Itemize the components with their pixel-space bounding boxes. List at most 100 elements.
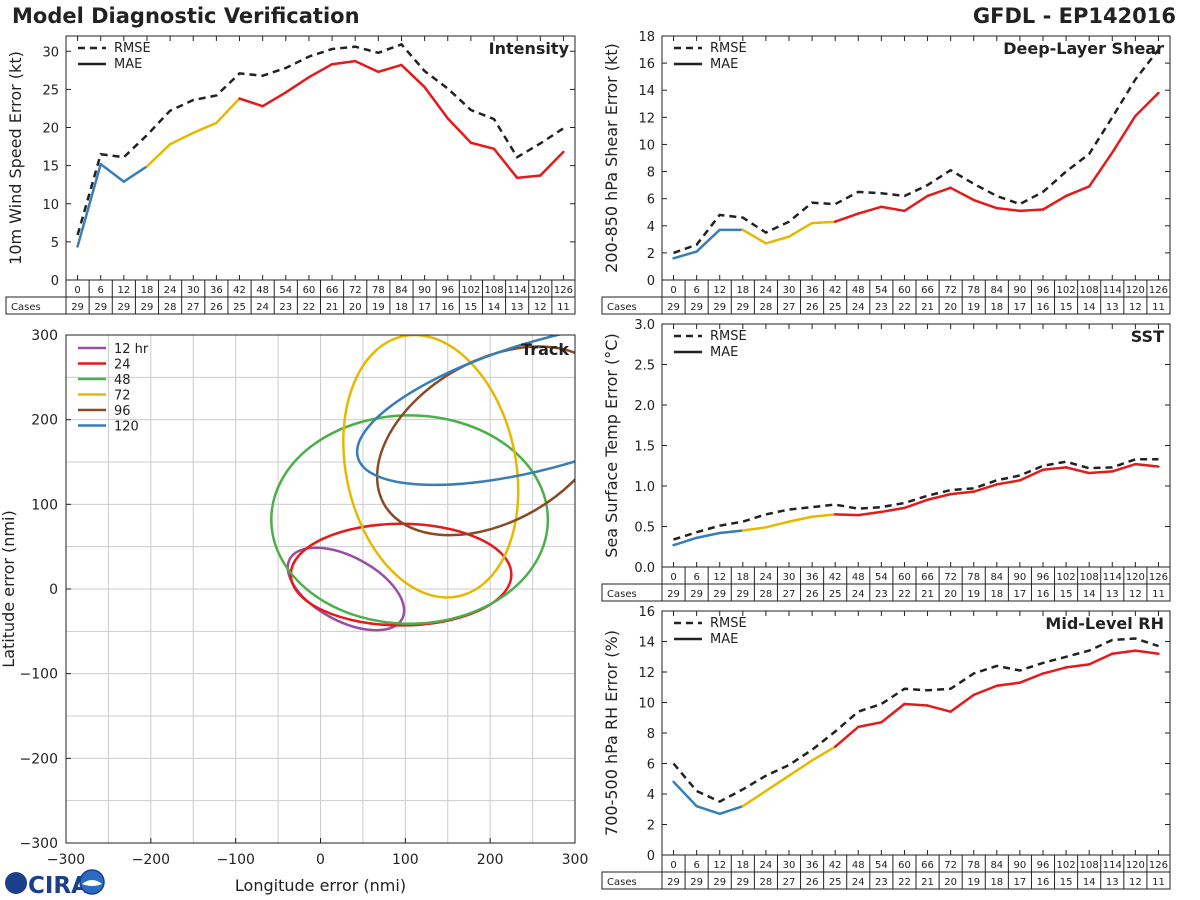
hour-cell: 126: [1149, 285, 1168, 296]
mae-segment: [741, 526, 768, 532]
case-cell: 14: [1083, 302, 1096, 313]
mae-segment: [949, 186, 975, 202]
y-tick-label: 12: [638, 666, 655, 681]
y-tick-label: 100: [31, 497, 58, 513]
mae-segment: [1134, 649, 1160, 655]
mae-segment: [764, 235, 791, 245]
plot-frame: [661, 35, 1171, 281]
case-cell: 14: [488, 302, 501, 313]
hour-cell: 12: [713, 572, 726, 583]
mae-segment: [1041, 194, 1068, 211]
hour-cell: 66: [921, 572, 934, 583]
mae-segment: [926, 704, 952, 713]
mae-segment: [995, 479, 1022, 486]
ellipse-green: [270, 414, 550, 625]
case-cell: 22: [898, 302, 911, 313]
hour-cell: 72: [349, 285, 362, 296]
y-tick-label: 15: [42, 160, 59, 175]
y-tick-label: 0.0: [634, 561, 655, 576]
logo-text: CIRA: [28, 873, 89, 899]
ellipse-purple: [286, 546, 406, 632]
panel-sst: 0.0 0.5 1.0 1.5 2.0 2.5 3.0 Sea Surface Temp Er…: [601, 318, 1171, 602]
y-tick-label: 12: [638, 111, 655, 126]
hour-cell: 102: [1057, 285, 1076, 296]
page-title: Model Diagnostic Verification: [12, 4, 360, 28]
case-cell: 25: [829, 302, 842, 313]
case-cell: 29: [94, 302, 107, 313]
case-cell: 20: [349, 302, 362, 313]
panel-title: Mid-Level RH: [1045, 614, 1164, 633]
hour-cell: 90: [1014, 860, 1027, 871]
case-cell: 15: [1060, 589, 1073, 600]
mae-segment: [926, 492, 952, 502]
mae-segment: [833, 513, 860, 517]
hour-cell: 96: [1037, 572, 1050, 583]
cira-logo: CIRA: [5, 869, 105, 899]
mae-segment: [972, 483, 999, 493]
legend-label: MAE: [710, 632, 738, 647]
mae-segment: [215, 97, 241, 125]
hour-cell: 42: [233, 285, 246, 296]
case-cell: 29: [736, 877, 749, 888]
hour-cell: 102: [1057, 572, 1076, 583]
mae-segment: [469, 141, 496, 151]
y-tick-label: 4: [647, 220, 655, 235]
case-cell: 21: [921, 877, 934, 888]
legend-label: 12 hr: [114, 342, 149, 357]
case-cell: 16: [1037, 589, 1050, 600]
case-cell: 23: [875, 877, 888, 888]
case-cell: 23: [279, 302, 292, 313]
case-cell: 21: [921, 589, 934, 600]
mae-segment: [880, 702, 906, 724]
mae-segment: [833, 212, 860, 223]
mae-segment: [741, 228, 768, 245]
mae-segment: [1087, 151, 1114, 188]
hour-cell: 6: [693, 285, 699, 296]
y-axis-label: Latitude error (nmi): [0, 510, 18, 667]
y-tick-label: 1.5: [634, 440, 655, 455]
ellipses: [270, 335, 575, 632]
mae-segment: [972, 198, 999, 210]
case-cell: 13: [511, 302, 524, 313]
y-axis-label: 200-850 hPa Shear Error (kt): [602, 43, 621, 273]
panel-title: Track: [521, 340, 569, 359]
hour-cell: 36: [210, 285, 223, 296]
hour-cell: 24: [164, 285, 177, 296]
cases-table: 0 6 12 18 24 30 36 42 48 54 60 66 72 78 84 90 96 102 108 11…: [5, 279, 576, 315]
case-cell: 13: [1106, 589, 1119, 600]
cases-label: Cases: [607, 589, 637, 600]
mae-segment: [492, 147, 519, 180]
legend-label: RMSE: [710, 329, 747, 344]
mae-segment: [764, 520, 791, 529]
y-tick-label: 0: [647, 274, 655, 289]
case-cell: 11: [557, 302, 570, 313]
hour-cell: 42: [829, 572, 842, 583]
mae-segment: [718, 804, 745, 816]
y-tick-label: 10: [638, 138, 655, 153]
panel-title: Deep-Layer Shear: [1003, 39, 1164, 58]
y-axis-label: 700-500 hPa RH Error (%): [602, 630, 621, 836]
case-cell: 18: [990, 589, 1003, 600]
case-cell: 19: [967, 877, 980, 888]
mae-segment: [810, 220, 837, 225]
case-cell: 29: [667, 589, 680, 600]
case-cell: 28: [760, 302, 773, 313]
hour-cell: 42: [829, 285, 842, 296]
case-cell: 29: [736, 302, 749, 313]
mae-segment: [446, 117, 473, 144]
mae-segment: [168, 131, 195, 146]
hour-cell: 30: [783, 285, 796, 296]
panel-track: −300 −200 −100 0 100 200 300 −300 −200 −100 0 100 20…: [0, 328, 588, 895]
mae-segment: [880, 506, 906, 514]
hour-cell: 90: [418, 285, 431, 296]
x-axis-label: Longitude error (nmi): [235, 876, 406, 895]
hour-cell: 48: [852, 285, 865, 296]
hour-cell: 102: [1057, 860, 1076, 871]
case-cell: 29: [141, 302, 154, 313]
y-tick-label: 2.0: [634, 399, 655, 414]
y-tick-label: 10: [638, 697, 655, 712]
y-tick-label: 8: [647, 727, 655, 742]
hour-cell: 60: [898, 572, 911, 583]
